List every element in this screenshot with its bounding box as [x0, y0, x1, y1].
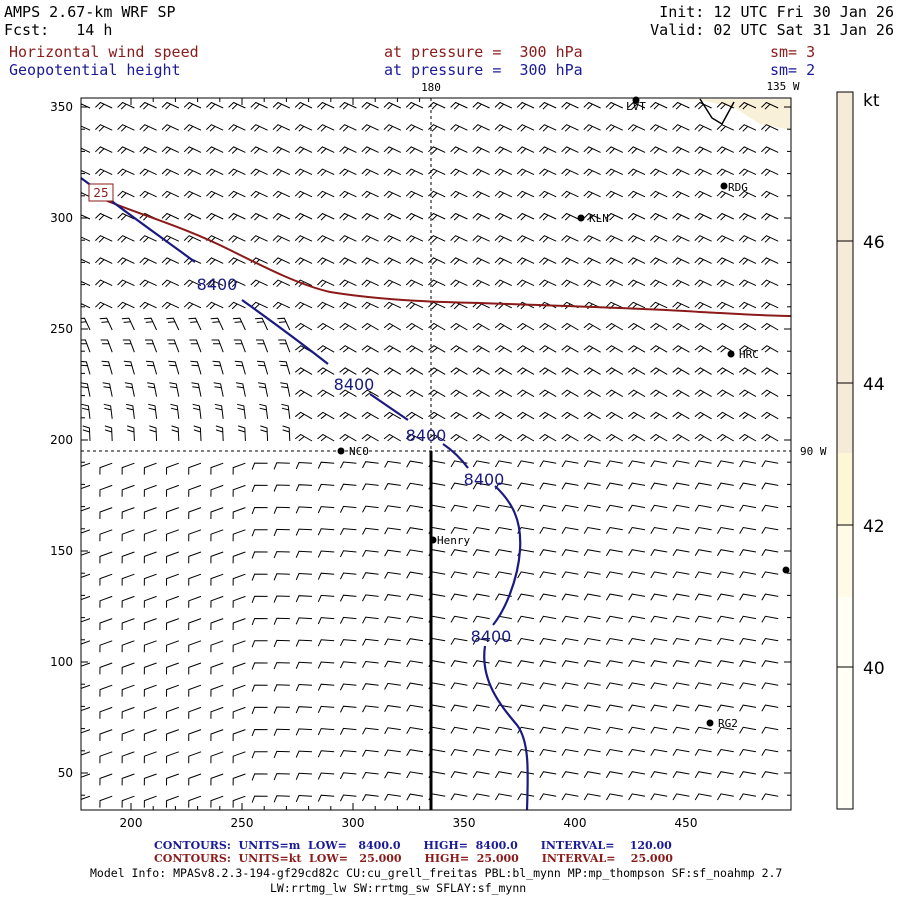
- x-tick-label: 400: [564, 816, 587, 830]
- model-info-2: LW:rrtmg_lw SW:rrtmg_sw SFLAY:sf_mynn: [270, 881, 527, 895]
- y-tick-label: 150: [50, 544, 73, 558]
- wind-contour-label: 25: [93, 186, 108, 200]
- station-marker: [720, 182, 728, 190]
- station-marker: [782, 566, 790, 574]
- x-tick-label: 300: [342, 816, 365, 830]
- station-marker: [727, 350, 735, 358]
- y-tick-label: 350: [50, 100, 73, 114]
- colorbar-label: 44: [863, 375, 885, 395]
- field1-smoothing: sm= 3: [770, 43, 816, 61]
- station-marker: [706, 719, 714, 727]
- x-tick-label: 350: [453, 816, 476, 830]
- contour-label: 8400: [406, 426, 447, 445]
- y-tick-label: 200: [50, 433, 73, 447]
- meridian-label: 180: [421, 81, 441, 94]
- colorbar-label: 42: [863, 517, 885, 537]
- plot-area: [81, 98, 791, 810]
- y-tick-label: 50: [58, 766, 73, 780]
- field1-level: at pressure = 300 hPa: [384, 43, 583, 61]
- contour-label: 8400: [464, 470, 505, 489]
- meridian-label: 90 W: [800, 445, 827, 458]
- shaded-region: [670, 99, 791, 130]
- x-tick-label: 450: [675, 816, 698, 830]
- field1-name: Horizontal wind speed: [9, 43, 199, 61]
- model-title: AMPS 2.67-km WRF SP: [4, 3, 176, 21]
- station-label: NCO: [349, 445, 369, 458]
- colorbar-label: 46: [863, 233, 885, 253]
- field2-smoothing: sm= 2: [770, 61, 816, 79]
- colorbar-label: 40: [863, 659, 885, 679]
- geopotential-contour: [241, 299, 329, 365]
- wind-speed-contour: [94, 195, 792, 317]
- coastline: [699, 98, 735, 126]
- station-label: HRC: [739, 348, 759, 361]
- station-marker: [337, 447, 345, 455]
- station-marker: [429, 536, 437, 544]
- x-tick-label: 200: [120, 816, 143, 830]
- station-label: RG2: [718, 717, 738, 730]
- station-label: KLN: [589, 212, 609, 225]
- plot-frame: [80, 97, 792, 811]
- valid-time: Valid: 02 UTC Sat 31 Jan 26: [650, 21, 894, 39]
- x-tick-label: 250: [231, 816, 254, 830]
- station-label: LVT: [626, 100, 646, 113]
- init-time: Init: 12 UTC Fri 30 Jan 26: [659, 3, 894, 21]
- station-label: Henry: [437, 534, 470, 547]
- colorbar-unit: kt: [863, 91, 880, 111]
- contour-label: 8400: [334, 375, 375, 394]
- meridian-label: 135 W: [766, 80, 799, 93]
- contour-label: 8400: [197, 275, 238, 294]
- field2-name: Geopotential height: [9, 61, 181, 79]
- field2-level: at pressure = 300 hPa: [384, 61, 583, 79]
- model-info: Model Info: MPASv8.2.3-194-gf29cd82c CU:…: [90, 866, 783, 880]
- y-tick-label: 100: [50, 655, 73, 669]
- wind-barbs: [81, 101, 779, 808]
- station-marker: [577, 214, 585, 222]
- station-label: RDG: [728, 181, 748, 194]
- contour-label: 8400: [471, 627, 512, 646]
- colorbar: kt 46 44 42 40: [836, 91, 885, 810]
- y-tick-label: 300: [50, 211, 73, 225]
- forecast-hour: Fcst: 14 h: [4, 21, 113, 39]
- contours-geopotential: CONTOURS: UNITS=m LOW= 8400.0 HIGH= 8400…: [154, 839, 672, 852]
- contours-wind: CONTOURS: UNITS=kt LOW= 25.000 HIGH= 25.…: [154, 852, 673, 865]
- y-tick-label: 250: [50, 322, 73, 336]
